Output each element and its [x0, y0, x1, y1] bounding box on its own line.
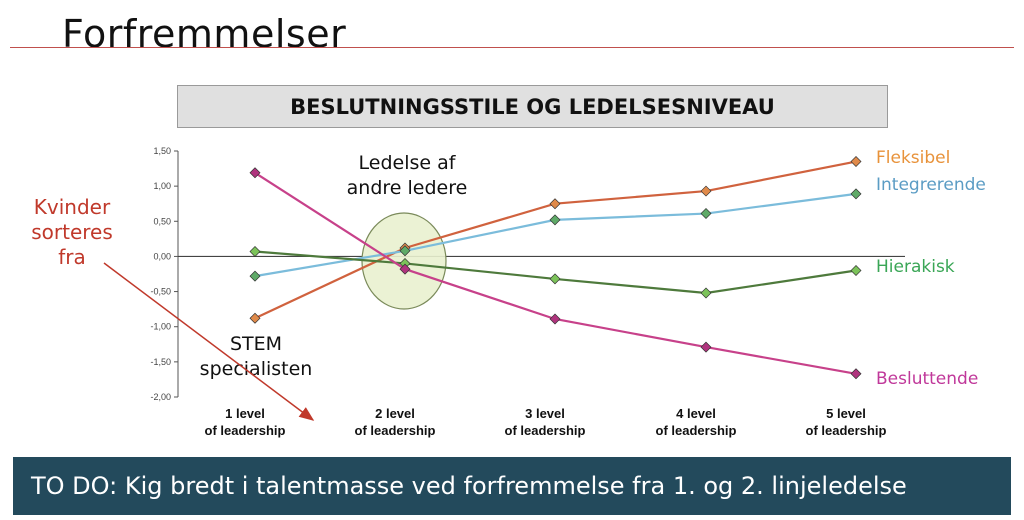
- data-point-hierakisk: [850, 264, 862, 276]
- annotation-stem: specialisten: [200, 358, 313, 380]
- data-point-hierakisk: [249, 246, 261, 258]
- data-point-besluttende: [850, 368, 862, 380]
- data-point-fleksibel: [249, 312, 261, 324]
- y-tick-label: -0,50: [150, 287, 171, 297]
- data-point-hierakisk: [700, 287, 712, 299]
- chart-title: BESLUTNINGSSTILE OG LEDELSESNIVEAU: [177, 85, 888, 128]
- annotation-ledelse: andre ledere: [347, 177, 468, 199]
- annotation-kvinder: Kvinder: [34, 195, 111, 219]
- legend-label-besluttende: Besluttende: [876, 369, 978, 389]
- data-point-integrerende: [700, 208, 712, 220]
- x-tick-label: of leadership: [806, 423, 887, 438]
- y-tick-label: 0,00: [153, 251, 171, 261]
- x-tick-label: 3 level: [525, 406, 565, 421]
- annotation-stem: STEM: [230, 333, 282, 355]
- annotation-arrow: [103, 262, 315, 421]
- data-point-besluttende: [249, 167, 261, 179]
- data-point-fleksibel: [700, 185, 712, 197]
- y-tick-label: 1,50: [153, 146, 171, 156]
- data-point-integrerende: [399, 245, 411, 257]
- slide-title: Forfremmelser: [62, 12, 347, 56]
- legend-label-hierakisk: Hierakisk: [876, 257, 955, 277]
- y-tick-label: 0,50: [153, 216, 171, 226]
- x-tick-label: 4 level: [676, 406, 716, 421]
- title-rule: [10, 47, 1014, 48]
- x-tick-label: of leadership: [505, 423, 586, 438]
- y-tick-label: -1,00: [150, 322, 171, 332]
- data-point-hierakisk: [549, 273, 561, 285]
- x-tick-label: of leadership: [355, 423, 436, 438]
- annotation-kvinder: sorteres: [31, 220, 113, 244]
- data-point-integrerende: [549, 214, 561, 226]
- x-tick-label: of leadership: [656, 423, 737, 438]
- x-tick-label: 1 level: [225, 406, 265, 421]
- data-point-integrerende: [249, 270, 261, 282]
- series-line-fleksibel: [254, 160, 857, 320]
- y-tick-label: -2,00: [150, 392, 171, 402]
- data-point-fleksibel: [549, 198, 561, 210]
- data-point-integrerende: [850, 188, 862, 200]
- x-tick-label: of leadership: [205, 423, 286, 438]
- data-point-besluttende: [700, 341, 712, 353]
- todo-banner: TO DO: Kig bredt i talentmasse ved forfr…: [13, 457, 1011, 515]
- legend-label-fleksibel: Fleksibel: [876, 148, 950, 168]
- annotation-ledelse: Ledelse af: [359, 152, 457, 174]
- y-tick-label: 1,00: [153, 181, 171, 191]
- y-tick-label: -1,50: [150, 357, 171, 367]
- data-point-besluttende: [399, 263, 411, 275]
- legend-label-integrerende: Integrerende: [876, 175, 986, 195]
- data-point-besluttende: [549, 313, 561, 325]
- x-tick-label: 2 level: [375, 406, 415, 421]
- data-point-fleksibel: [850, 156, 862, 168]
- annotation-kvinder: fra: [58, 245, 86, 269]
- x-tick-label: 5 level: [826, 406, 866, 421]
- series-line-hierakisk: [254, 250, 857, 295]
